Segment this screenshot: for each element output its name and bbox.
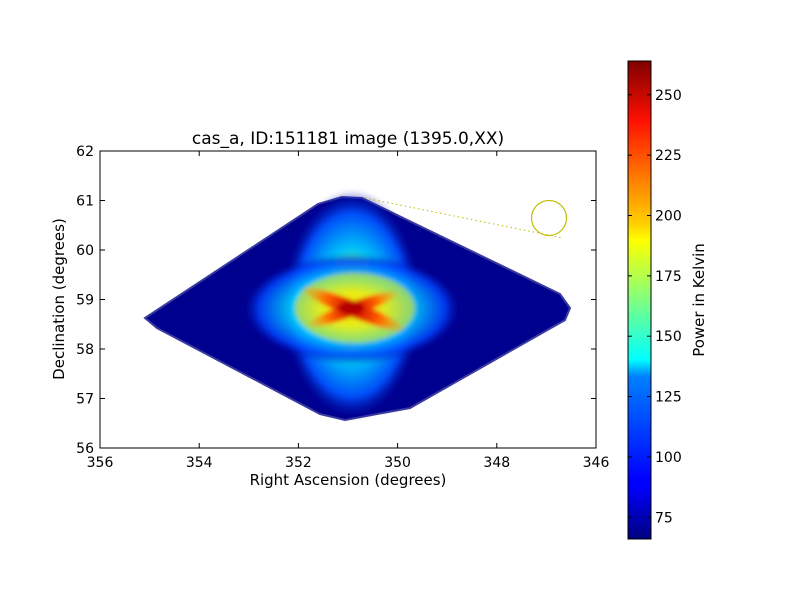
y-tick-label: 62 (76, 144, 94, 160)
y-tick-label: 59 (76, 293, 94, 309)
source-emission (242, 190, 462, 420)
x-tick-label: 350 (384, 455, 411, 471)
colorbar-tick-label: 125 (655, 390, 682, 406)
chart-title: cas_a, ID:151181 image (1395.0,XX) (192, 129, 504, 149)
y-axis-ticks: 56 57 58 59 60 61 62 (76, 144, 596, 457)
beam-marker (530, 199, 568, 237)
colorbar: 75 100 125 150 175 200 225 250 Power in Kelvin (627, 60, 708, 540)
y-tick-label: 58 (76, 342, 94, 358)
x-axis-label: Right Ascension (degrees) (250, 471, 447, 489)
colorbar-tick-label: 100 (655, 450, 682, 466)
y-tick-label: 56 (76, 441, 94, 457)
y-tick-label: 61 (76, 194, 94, 210)
x-tick-label: 356 (87, 455, 114, 471)
x-tick-label: 354 (186, 455, 213, 471)
colorbar-tick-label: 200 (655, 209, 682, 225)
colorbar-ticks: 75 100 125 150 175 200 225 250 (628, 88, 682, 526)
colorbar-tick-label: 75 (655, 510, 673, 526)
x-tick-label: 346 (583, 455, 610, 471)
colorbar-tick-label: 225 (655, 148, 682, 164)
colorbar-gradient (628, 61, 651, 539)
x-axis-ticks: 356 354 352 350 348 346 (87, 151, 610, 471)
y-tick-label: 57 (76, 392, 94, 408)
colorbar-frame (627, 60, 652, 540)
colorbar-label: Power in Kelvin (690, 243, 708, 357)
x-tick-label: 348 (483, 455, 510, 471)
colorbar-tick-label: 150 (655, 329, 682, 345)
image-layer (143, 190, 572, 422)
x-tick-label: 352 (285, 455, 312, 471)
y-tick-label: 60 (76, 243, 94, 259)
colorbar-tick-label: 175 (655, 269, 682, 285)
colorbar-tick-label: 250 (655, 88, 682, 104)
source-core (337, 302, 365, 314)
y-axis-label: Declination (degrees) (50, 218, 68, 380)
